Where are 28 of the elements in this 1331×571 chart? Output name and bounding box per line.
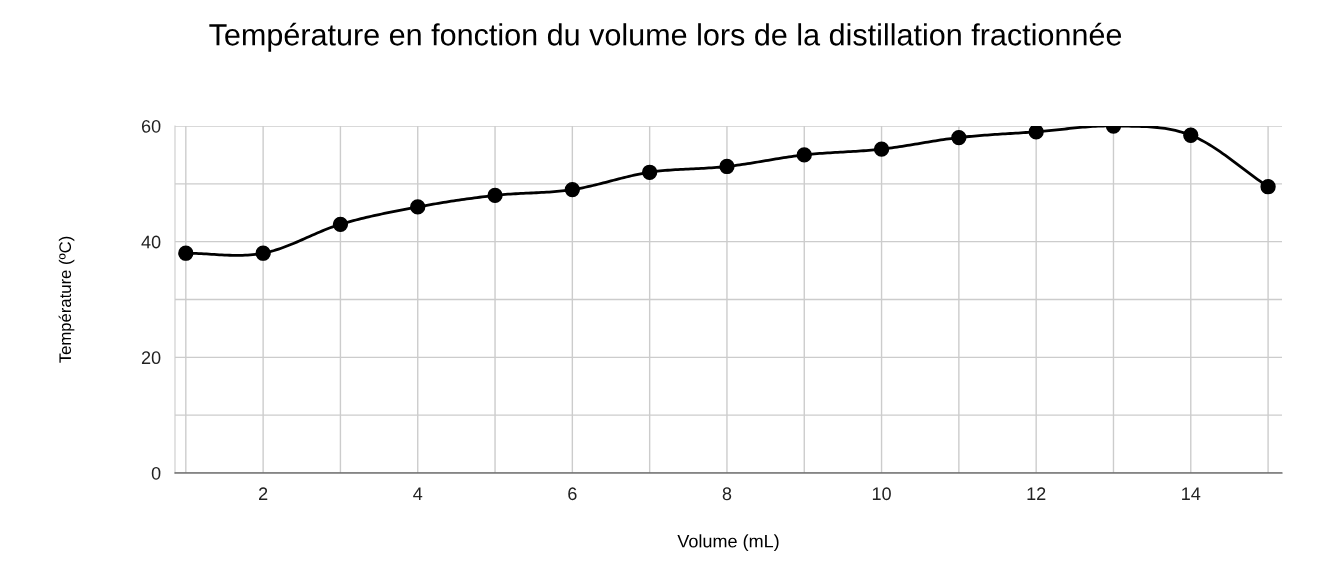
point: [255, 245, 271, 261]
y-tick-label: 0: [151, 466, 161, 480]
point: [1260, 179, 1276, 195]
x-tick-label: 10: [872, 487, 891, 501]
y-tick-label: 20: [141, 351, 161, 365]
point: [178, 245, 194, 261]
point: [951, 129, 967, 146]
x-axis-title: Volume (mL): [677, 534, 779, 552]
x-tick-label: 14: [1182, 487, 1201, 500]
y-tick-label: 40: [141, 235, 161, 249]
x-tick-label: 6: [568, 487, 577, 501]
point: [332, 216, 349, 232]
x-tick-label: 12: [1027, 487, 1046, 500]
point: [1183, 127, 1199, 143]
x-tick-label: 2: [259, 487, 268, 500]
chart-title: Température en fonction du volume lors de la distillation fractionnée: [209, 22, 1122, 52]
x-tick-label: 4: [413, 487, 423, 500]
point: [1028, 126, 1044, 140]
point: [642, 164, 658, 180]
point: [873, 141, 890, 157]
point: [410, 199, 426, 215]
point: [796, 147, 812, 163]
point: [719, 158, 735, 175]
point: [487, 187, 503, 204]
point: [564, 181, 580, 198]
y-axis-title: Température (ºC): [58, 236, 75, 363]
y-tick-label: 60: [141, 119, 161, 133]
x-tick-label: 8: [722, 487, 732, 501]
